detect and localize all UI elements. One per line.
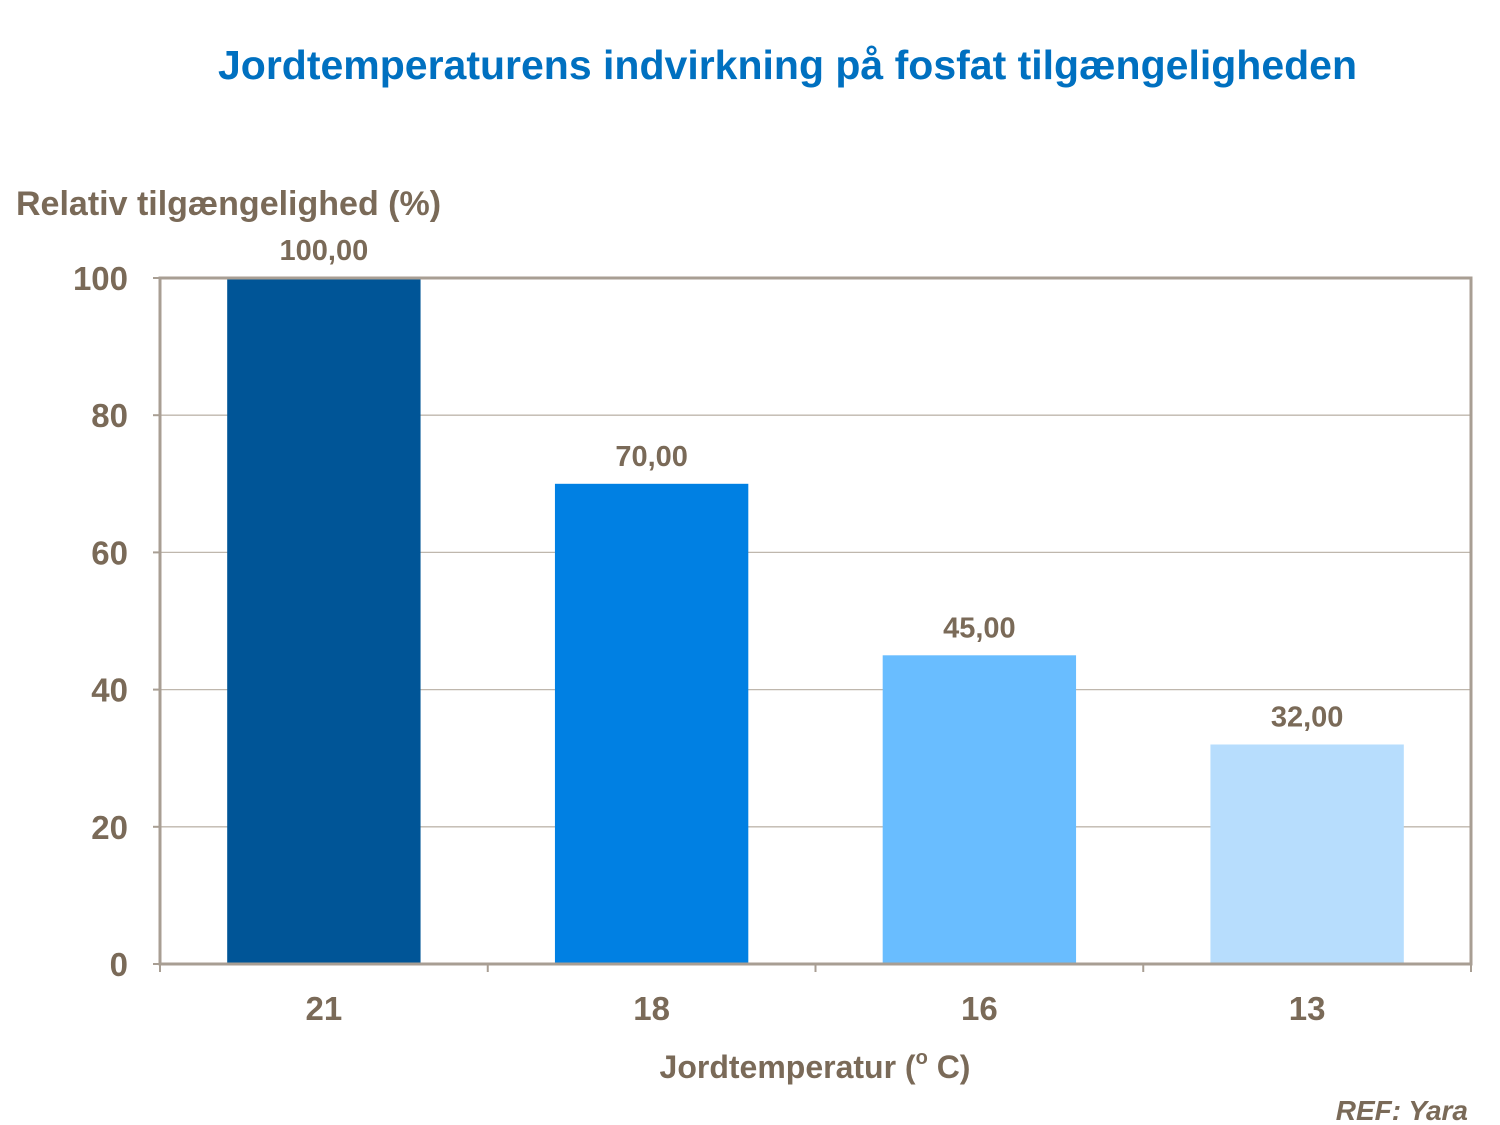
y-tick-label: 80: [91, 397, 128, 434]
x-axis-title: Jordtemperatur (o C): [660, 1047, 971, 1085]
axes: [153, 276, 1473, 972]
reference-note: REF: Yara: [1336, 1095, 1468, 1125]
bar-13: [1210, 744, 1404, 964]
y-axis-title: Relativ tilgængelighed (%): [16, 185, 441, 223]
labels: 0 20 40 60 80 100 100,00 21 70,00 18 45,00 16 32,00 1…: [73, 235, 1343, 1027]
x-tick-label: 13: [1289, 990, 1326, 1027]
y-tick-label: 100: [73, 260, 128, 297]
data-label: 32,00: [1271, 701, 1344, 733]
x-tick-label: 18: [633, 990, 670, 1027]
y-tick-label: 60: [91, 534, 128, 571]
bar-16: [882, 655, 1077, 964]
bar-21: [227, 278, 421, 964]
data-label: 45,00: [943, 612, 1016, 644]
chart-title: Jordtemperaturens indvirkning på fosfat …: [217, 42, 1358, 88]
data-label: 70,00: [615, 441, 688, 473]
plot-area-border: [158, 276, 1473, 966]
bar-18: [554, 483, 749, 964]
y-tick-label: 40: [91, 672, 128, 709]
y-tick-label: 0: [110, 946, 128, 983]
data-label: 100,00: [280, 235, 369, 267]
bars: [227, 278, 1404, 964]
y-tick-label: 20: [91, 809, 128, 846]
x-tick-label: 16: [961, 990, 998, 1027]
x-tick-label: 21: [306, 990, 343, 1027]
